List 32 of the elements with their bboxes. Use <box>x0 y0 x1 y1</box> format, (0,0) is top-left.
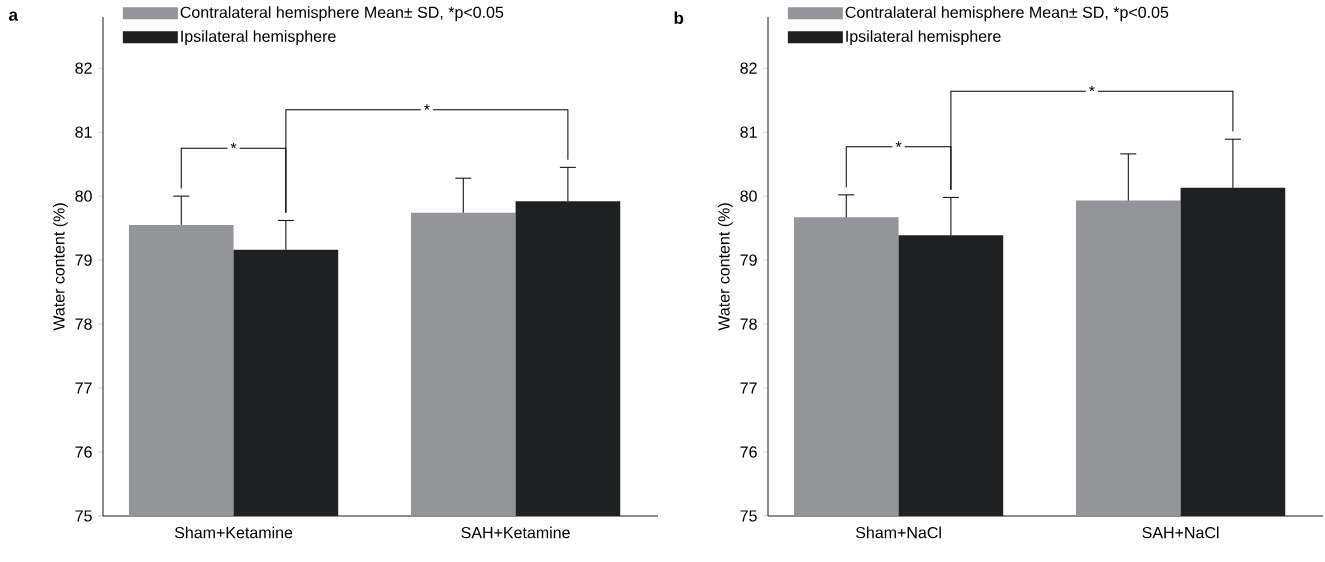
y-tick-label: 77 <box>75 382 92 394</box>
y-tick-label: 81 <box>75 126 92 138</box>
legend-label: Ipsilateral hemisphere <box>846 30 1001 46</box>
x-tick-label: SAH+NaCl <box>1142 526 1219 539</box>
y-tick-label: 81 <box>740 126 757 138</box>
legend-label: Contralateral hemisphere Mean± SD, *p<0.05 <box>180 6 504 22</box>
y-tick-label: 80 <box>75 190 92 202</box>
y-tick-label: 79 <box>75 254 92 266</box>
chart-title: b <box>674 11 684 25</box>
legend-label: Contralateral hemisphere Mean± SD, *p<0.05 <box>845 6 1169 22</box>
annotation: * <box>1089 85 1095 92</box>
y-tick-label: 78 <box>740 318 757 330</box>
annotation: * <box>895 141 902 147</box>
annotation: * <box>230 142 237 149</box>
y-tick-label: 75 <box>75 510 92 522</box>
y-tick-label: 80 <box>740 190 757 202</box>
y-tick-label: 76 <box>75 446 92 458</box>
y-tick-label: 76 <box>740 446 757 458</box>
y-tick-label: 82 <box>740 62 757 74</box>
x-tick-label: Sham+NaCl <box>855 526 941 539</box>
x-tick-label: SAH+Ketamine <box>461 526 570 539</box>
y-axis-title: Water content (%) <box>52 203 68 331</box>
chart-title: a <box>9 11 19 21</box>
annotation: * <box>424 104 430 110</box>
y-tick-label: 78 <box>75 318 92 330</box>
y-tick-label: 75 <box>740 510 757 522</box>
y-axis-title: Water content (%) <box>717 203 733 331</box>
legend-label: Ipsilateral hemisphere <box>181 30 336 46</box>
y-tick-label: 79 <box>740 254 757 266</box>
y-tick-label: 82 <box>75 62 92 74</box>
x-tick-label: Sham+Ketamine <box>174 526 293 539</box>
y-tick-label: 77 <box>740 382 757 394</box>
